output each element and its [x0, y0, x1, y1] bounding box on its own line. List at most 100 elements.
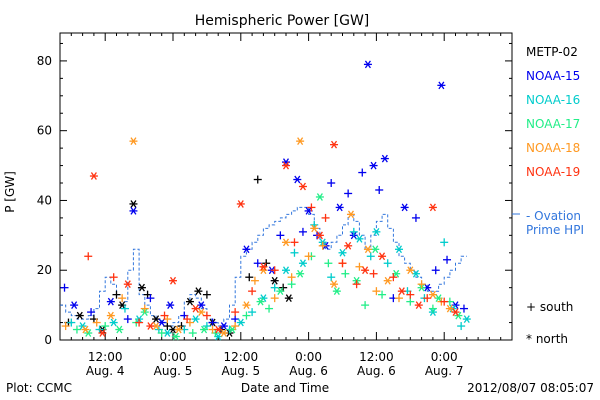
point-stroke [215, 325, 222, 334]
point-north [70, 301, 79, 309]
x-tick-label-time: 0:00 [295, 350, 322, 364]
point-north [293, 175, 302, 184]
point-stroke [424, 283, 431, 292]
point-south [372, 287, 381, 296]
point-north [242, 245, 251, 254]
point-south [324, 259, 333, 268]
point-north [411, 269, 420, 278]
point-north [298, 259, 307, 268]
point-north [395, 245, 403, 254]
point-stroke [384, 276, 391, 285]
point-stroke [297, 269, 304, 278]
legend-entry: NOAA-17 [526, 117, 580, 131]
x-tick-label-date: Aug. 4 [86, 364, 125, 378]
point-south [101, 322, 110, 331]
point-south [67, 318, 76, 327]
point-north [157, 318, 166, 327]
point-north [462, 315, 471, 323]
point-south [459, 304, 468, 313]
point-stroke [116, 325, 123, 334]
point-north [332, 287, 341, 296]
point-north [75, 311, 84, 320]
point-south [92, 318, 101, 327]
point-south [95, 325, 104, 334]
point-north [129, 200, 138, 208]
point-stroke [76, 311, 83, 320]
plot-timestamp: 2012/08/07 08:05:07 [467, 381, 594, 395]
point-south [298, 227, 307, 236]
point-south [431, 266, 440, 275]
point-north [146, 322, 155, 330]
point-north [276, 287, 285, 296]
point-south [406, 297, 415, 306]
point-north [200, 325, 209, 334]
point-south [202, 290, 211, 299]
point-south [242, 311, 251, 320]
point-south [287, 280, 296, 289]
point-north [219, 322, 228, 330]
point-stroke [311, 224, 318, 233]
point-north [171, 332, 180, 341]
point-stroke [463, 315, 470, 323]
point-north [236, 200, 245, 208]
ovation-line [60, 206, 467, 327]
point-north [310, 224, 319, 233]
x-tick-label-time: 0:00 [160, 350, 187, 364]
x-tick-label-time: 12:00 [359, 350, 394, 364]
point-stroke [345, 241, 352, 250]
point-north [363, 245, 372, 254]
point-stroke [271, 276, 278, 285]
point-north [335, 203, 344, 212]
point-south [341, 269, 350, 278]
point-stroke [316, 231, 323, 240]
point-north [298, 182, 307, 191]
point-stroke [330, 280, 338, 289]
point-stroke [282, 266, 290, 275]
point-south [87, 308, 96, 317]
point-north [81, 325, 90, 334]
point-stroke [446, 304, 453, 313]
point-stroke [364, 245, 371, 254]
point-south [123, 315, 132, 324]
point-stroke [333, 287, 340, 296]
point-stroke [398, 287, 405, 296]
x-tick-label-date: Aug. 5 [221, 364, 260, 378]
point-stroke [71, 301, 78, 309]
point-north [414, 301, 423, 309]
point-south [361, 301, 370, 310]
point-stroke [393, 269, 400, 278]
point-north [378, 252, 387, 261]
point-south [327, 179, 336, 188]
point-stroke [198, 308, 205, 316]
point-stroke [169, 325, 177, 334]
ovation-hpi-line [60, 206, 467, 327]
point-south [358, 168, 367, 177]
point-stroke [169, 276, 177, 285]
point-south [135, 318, 144, 327]
point-south [349, 227, 358, 236]
point-north [129, 137, 138, 146]
point-stroke [130, 200, 137, 208]
point-stroke [285, 294, 292, 303]
point-north [256, 297, 265, 306]
point-north [346, 210, 355, 219]
point-south [352, 280, 361, 289]
point-south [140, 304, 149, 313]
point-north [191, 304, 200, 313]
point-south [366, 252, 375, 261]
x-axis-label: Date and Time [241, 381, 329, 395]
point-north [214, 325, 223, 334]
point-north [270, 276, 279, 285]
point-south [120, 304, 129, 313]
point-north [315, 231, 324, 240]
point-south [231, 322, 240, 331]
point-south [378, 290, 387, 299]
point-south [307, 203, 316, 212]
point-stroke [429, 203, 436, 212]
point-stroke [316, 193, 323, 201]
x-tick-label-date: Aug. 5 [154, 364, 193, 378]
point-south [276, 231, 285, 240]
point-stroke [401, 203, 408, 212]
point-stroke [452, 308, 459, 316]
